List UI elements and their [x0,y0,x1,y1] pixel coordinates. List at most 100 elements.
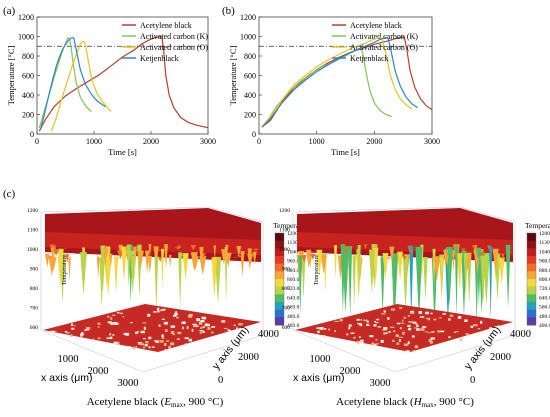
floor-speck [153,340,157,342]
y-tick-label: 0 [470,375,475,386]
x-axis-label: Time [s] [331,147,360,157]
surface-spike [147,255,152,274]
floor-speck [164,343,167,346]
colorbar-cell [275,294,284,303]
surface-spike [382,253,389,280]
y-tick-label: 800 [244,52,256,61]
floor-speck [361,341,364,345]
floor-speck [158,324,161,327]
floor-speck [184,337,189,340]
floor-speck [428,339,432,342]
surface-spike [309,253,316,260]
floor-speck [188,338,193,342]
x-tick-label: 3000 [424,137,440,146]
floor-speck [199,332,202,334]
floor-speck [416,324,419,328]
floor-speck [455,331,459,333]
x-tick-label: 3000 [370,378,391,389]
colorbar-title: Temperature [525,221,550,230]
surface-spike [253,248,259,252]
legend-label: Acetylene black [140,21,192,30]
floor-speck [165,340,170,342]
y-tick-label: 400 [244,91,256,100]
colorbar-tick-label: 800.0 [539,277,550,283]
colorbar-tick-label: 720.0 [539,286,550,292]
surface-spike [463,253,468,298]
floor-speck [181,321,186,325]
colorbar-tick-label: 480.0 [287,314,300,320]
floor-speck [419,316,425,318]
surface-spike [63,247,68,249]
floor-speck [392,339,395,342]
surface-spike [145,250,150,274]
floor-speck [84,329,87,331]
floor-speck [117,311,120,314]
surface-right: 600700800900100011001200Temperature10002… [279,206,550,389]
surface-spike [121,246,127,282]
z-tick-label: 800 [30,286,39,292]
surface-spike [192,256,199,270]
floor-speck [389,326,395,328]
floor-speck [151,346,155,348]
floor-speck [429,340,433,344]
floor-speck [129,322,133,324]
colorbar-cell [275,302,284,311]
surface-spike [301,255,307,263]
colorbar-tick-label: 800.0 [287,277,300,283]
legend-label: Acetylene black [350,21,402,30]
floor-speck [164,349,167,351]
surface-spike [340,244,346,314]
surface-spike [161,248,165,288]
floor-speck [70,334,73,338]
surface-spike [451,249,455,272]
floor-speck [367,324,370,327]
floor-speck [460,338,462,341]
floor-speck [399,338,401,342]
x-tick-label: 0 [257,137,261,146]
floor-speck [143,326,146,330]
colorbar-cell [527,279,536,288]
panel-b-label: (b) [222,5,235,17]
series-line-4 [39,36,106,131]
floor-speck [369,335,374,338]
floor-speck [424,331,428,333]
floor-speck [401,319,404,322]
floor-speck [480,320,483,324]
floor-speck [132,346,136,350]
y-tick-label: 4000 [510,329,531,340]
y-axis-label: Temperature [°C] [228,45,238,105]
surface-spike [137,250,144,269]
floor-speck [393,330,395,333]
floor-speck [202,326,205,329]
colorbar-cell [527,240,536,249]
colorbar-cell [275,317,284,326]
surface-spike [423,256,428,302]
surface-spike [479,253,485,259]
box-edge [292,206,461,213]
x-axis-label: x axis (μm) [293,372,345,384]
floor-speck [372,343,377,346]
z-tick-label: 800 [282,286,291,292]
floor-map [43,304,261,352]
floor-speck [420,328,425,331]
floor-speck [390,308,396,311]
z-axis-label: Temperature [314,255,320,286]
colorbar-cell [527,294,536,303]
floor-speck [363,319,368,322]
surface-spike [176,245,182,249]
floor-speck [373,324,377,327]
surface-spike [211,257,218,298]
floor-speck [425,311,430,315]
x-tick-label: 3000 [200,137,216,146]
floor-speck [396,342,400,345]
floor-speck [236,327,238,330]
floor-speck [182,326,184,330]
floor-speck [184,343,187,347]
floor-speck [73,325,76,327]
floor-speck [153,311,156,313]
colorbar-cell [275,271,284,280]
floor-speck [114,322,119,325]
colorbar-cell [275,286,284,295]
z-tick-label: 700 [30,306,39,312]
